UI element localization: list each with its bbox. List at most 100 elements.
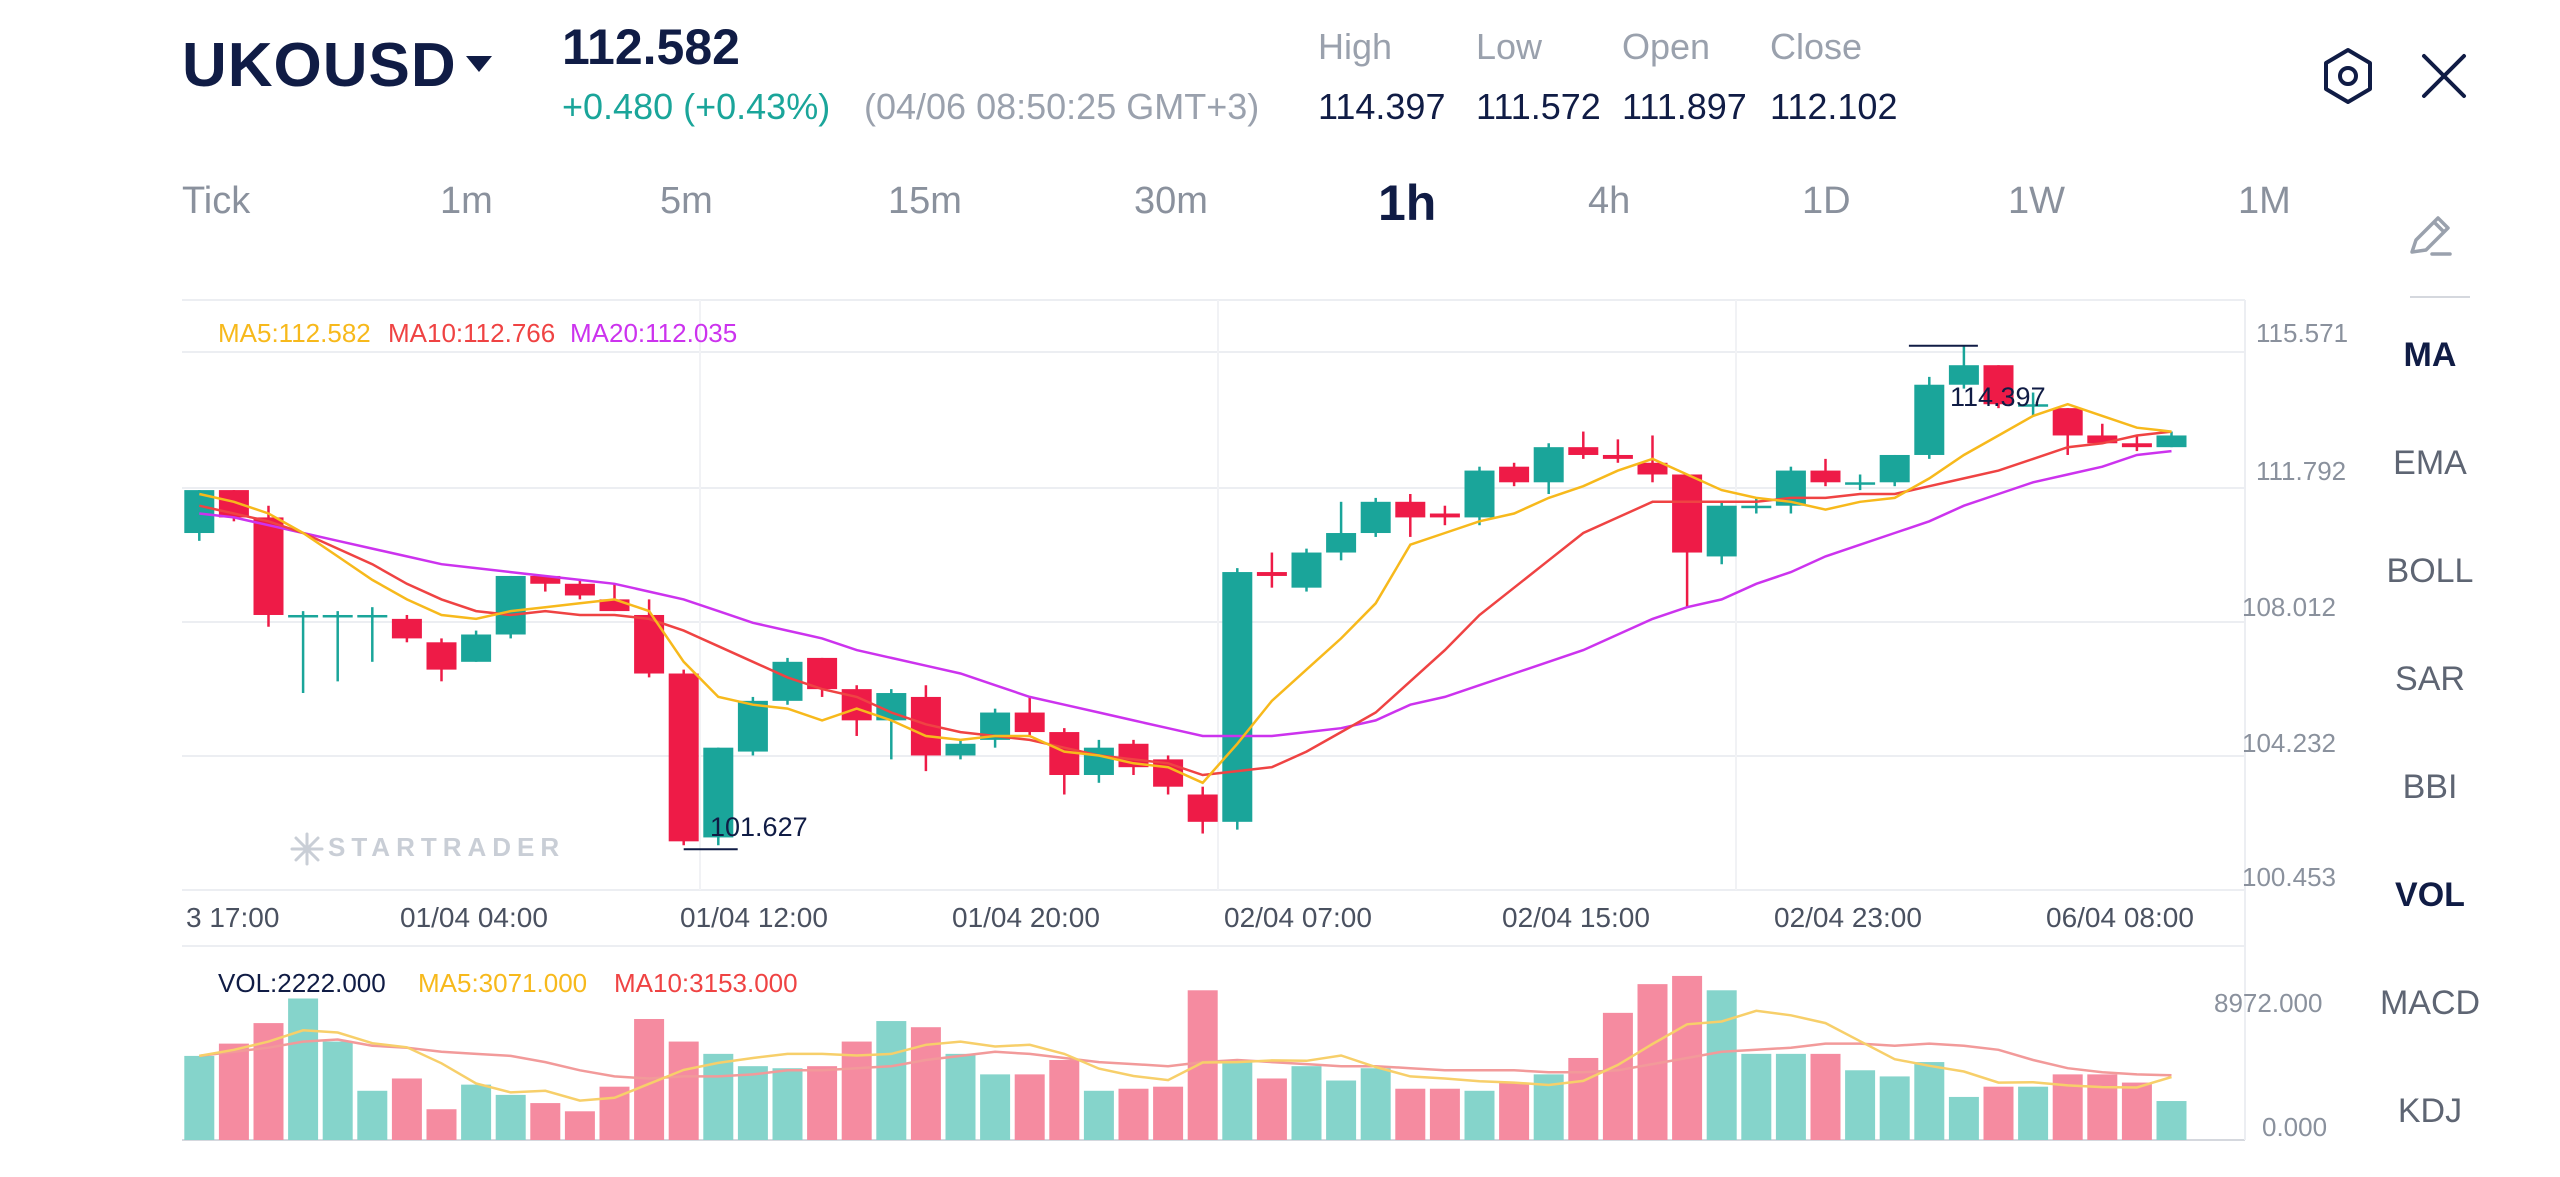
time-tick: 01/04 12:00: [680, 902, 828, 933]
volume-bar: [391, 1078, 422, 1140]
volume-bar: [1153, 1086, 1184, 1140]
candle-body: [737, 700, 768, 752]
volume-bar: [1395, 1088, 1426, 1140]
volume-bar: [1256, 1078, 1287, 1140]
volume-bar: [1602, 1012, 1633, 1140]
volume-bar: [841, 1041, 872, 1140]
candle-body: [1499, 466, 1530, 483]
volume-bar: [1499, 1082, 1530, 1140]
price-tick: 100.453: [2242, 862, 2336, 892]
high-value: 114.397: [1318, 86, 1446, 127]
candle-body: [2052, 408, 2083, 436]
volume-bar: [1983, 1086, 2014, 1140]
time-tick: 3 17:00: [186, 902, 280, 933]
indicator-kdj[interactable]: KDJ: [2397, 1092, 2463, 1130]
volume-bar: [1187, 990, 1218, 1140]
volume-bar: [1568, 1057, 1599, 1140]
legend-vol-ma10: MA10:3153.000: [614, 968, 798, 998]
volume-bar: [772, 1068, 803, 1140]
tab-1d[interactable]: 1D: [1802, 180, 1851, 222]
settings-hexagon-icon[interactable]: [2316, 44, 2380, 108]
tab-1mo[interactable]: 1M: [2238, 180, 2291, 222]
close-icon[interactable]: [2412, 44, 2476, 108]
candle-body: [1914, 384, 1945, 455]
tab-30m[interactable]: 30m: [1134, 180, 1208, 222]
volume-bar: [426, 1109, 457, 1140]
volume-bar: [1706, 990, 1737, 1140]
ma20-line: [199, 449, 2172, 738]
indicator-bbi[interactable]: BBI: [2402, 768, 2458, 806]
price-change: +0.480 (+0.43%): [562, 86, 831, 127]
candle-body: [2121, 443, 2152, 448]
volume-bar: [1775, 1053, 1806, 1140]
candle-body: [564, 583, 595, 596]
time-tick: 02/04 23:00: [1774, 902, 1922, 933]
volume-bar: [599, 1086, 630, 1140]
startrader-logo-icon: [288, 830, 326, 868]
tab-tick[interactable]: Tick: [182, 180, 251, 222]
tab-5m[interactable]: 5m: [660, 180, 713, 222]
volume-bar: [1845, 1070, 1876, 1140]
low-value: 111.572: [1476, 86, 1601, 127]
open-label: Open: [1622, 26, 1711, 67]
draw-pencil-icon[interactable]: [2402, 208, 2458, 264]
indicator-macd[interactable]: MACD: [2379, 984, 2481, 1022]
candle-body: [461, 634, 492, 662]
volume-bar: [668, 1041, 699, 1140]
volume-bar: [1741, 1053, 1772, 1140]
price-tick: 111.792: [2256, 456, 2347, 486]
volume-bar: [357, 1090, 388, 1140]
symbol-dropdown-icon[interactable]: [466, 56, 492, 72]
volume-bar: [945, 1053, 976, 1140]
volume-bar: [1879, 1076, 1910, 1140]
volume-bar: [495, 1094, 526, 1140]
indicator-ema[interactable]: EMA: [2393, 444, 2467, 482]
volume-ma10-line: [199, 1038, 2172, 1080]
volume-bar: [1948, 1096, 1979, 1140]
candle-body: [1083, 747, 1114, 775]
time-tick: 06/04 08:00: [2046, 902, 2194, 933]
volume-bar: [1464, 1090, 1495, 1140]
candle-body: [1187, 794, 1218, 822]
tab-1m[interactable]: 1m: [440, 180, 493, 222]
indicator-sar[interactable]: SAR: [2395, 660, 2465, 698]
indicator-ma[interactable]: MA: [2403, 336, 2457, 374]
candle-body: [1983, 365, 2014, 405]
candle-body: [1291, 552, 1322, 588]
candle-body: [1948, 365, 1979, 385]
tab-1w[interactable]: 1W: [2008, 180, 2065, 222]
indicator-vol[interactable]: VOL: [2395, 876, 2465, 914]
candle-body: [1741, 505, 1772, 509]
volume-bar: [807, 1066, 838, 1140]
volume-bar: [288, 998, 319, 1140]
candle-body: [322, 614, 353, 618]
symbol-title[interactable]: UKOUSD: [182, 31, 457, 100]
volume-bar: [1083, 1090, 1114, 1140]
low-label: Low: [1476, 26, 1543, 67]
candle-body: [1533, 447, 1564, 483]
time-tick: 01/04 04:00: [400, 902, 548, 933]
volume-bar: [2018, 1086, 2049, 1140]
candle-body: [1706, 505, 1737, 557]
volume-bar: [322, 1041, 353, 1140]
volume-bar: [737, 1066, 768, 1140]
candle-body: [426, 642, 457, 670]
legend-ma20: MA20:112.035: [570, 318, 738, 348]
candle-body: [1637, 462, 1668, 475]
candle-body: [807, 657, 838, 690]
price-timestamp: (04/06 08:50:25 GMT+3): [864, 86, 1260, 127]
legend-vol-ma5: MA5:3071.000: [418, 968, 588, 998]
tab-15m[interactable]: 15m: [888, 180, 962, 222]
legend-ma5: MA5:112.582: [218, 318, 371, 348]
volume-bar: [2087, 1074, 2118, 1140]
time-tick: 02/04 07:00: [1224, 902, 1372, 933]
price-tick: 115.571: [2256, 318, 2349, 348]
candle-body: [1672, 474, 1703, 553]
tab-1h[interactable]: 1h: [1378, 175, 1437, 231]
candle-body: [1810, 470, 1841, 483]
tab-4h[interactable]: 4h: [1588, 180, 1631, 222]
indicator-boll[interactable]: BOLL: [2386, 552, 2474, 590]
ma5-line: [199, 402, 2172, 785]
ma10-line: [199, 430, 2172, 777]
